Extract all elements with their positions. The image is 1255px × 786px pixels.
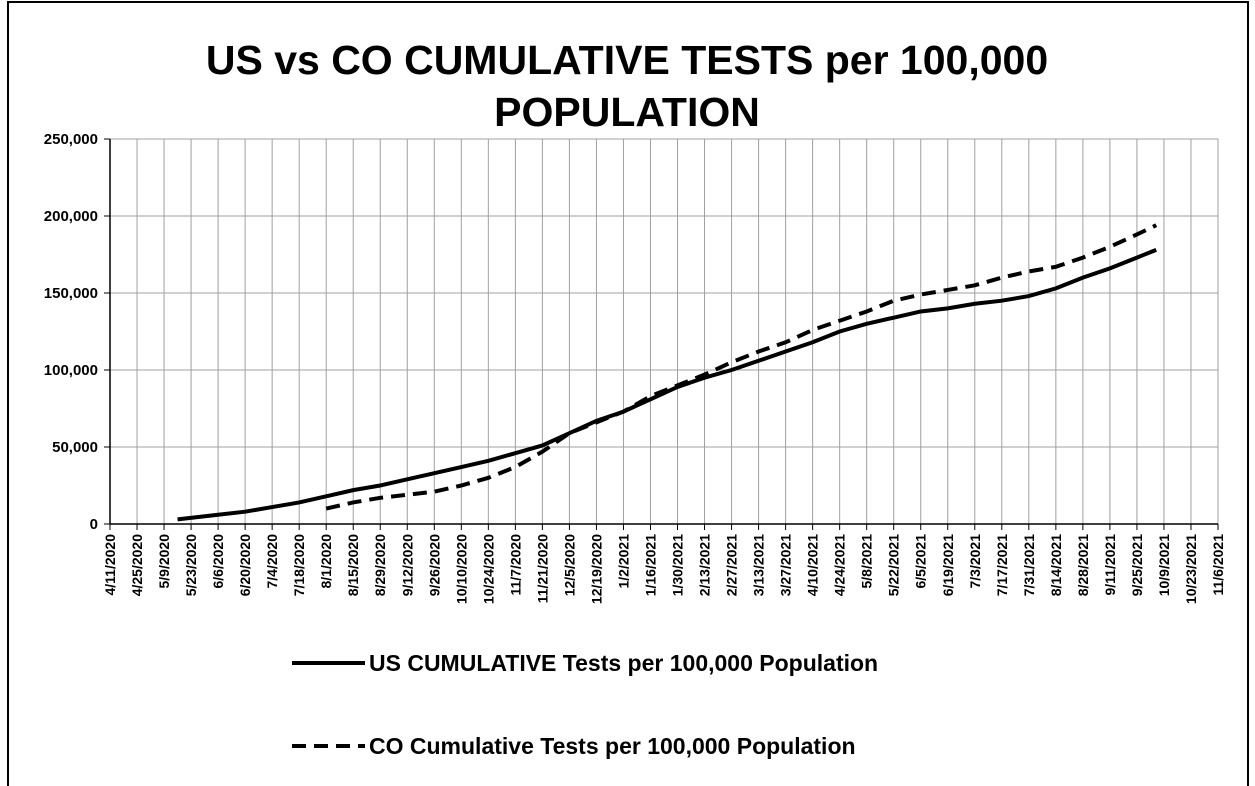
y-tick-label: 250,000 [44, 131, 98, 148]
x-tick-label: 4/25/2020 [129, 534, 145, 596]
legend-label: US CUMULATIVE Tests per 100,000 Populati… [369, 650, 878, 676]
y-tick-label: 150,000 [44, 285, 98, 302]
x-tick-label: 1/30/2021 [670, 534, 686, 596]
x-tick-label: 10/23/2021 [1183, 534, 1199, 604]
x-tick-label: 12/5/2020 [561, 534, 577, 596]
x-tick-label: 7/31/2021 [1021, 534, 1037, 596]
x-tick-label: 4/10/2021 [805, 534, 821, 596]
y-tick-label: 100,000 [44, 362, 98, 379]
x-tick-label: 5/9/2020 [156, 534, 172, 589]
x-tick-label: 8/14/2021 [1048, 534, 1064, 596]
x-tick-label: 5/8/2021 [859, 534, 875, 589]
y-tick-label: 0 [90, 516, 98, 533]
x-tick-label: 8/28/2021 [1075, 534, 1091, 596]
x-tick-label: 8/15/2020 [345, 534, 361, 596]
x-tick-label: 2/13/2021 [697, 534, 713, 596]
chart-border [7, 1, 1249, 786]
x-tick-label: 5/23/2020 [183, 534, 199, 596]
x-tick-label: 2/27/2021 [724, 534, 740, 596]
plot-area [109, 138, 1219, 525]
y-tick-label: 200,000 [44, 208, 98, 225]
x-tick-label: 7/17/2021 [994, 534, 1010, 596]
x-tick-label: 4/24/2021 [832, 534, 848, 596]
x-tick-label: 11/6/2021 [1210, 534, 1226, 596]
x-tick-label: 12/19/2020 [588, 534, 604, 604]
x-tick-label: 9/12/2020 [399, 534, 415, 596]
x-tick-label: 3/27/2021 [778, 534, 794, 596]
x-tick-label: 11/7/2020 [507, 534, 523, 596]
x-tick-label: 11/21/2020 [534, 534, 550, 604]
x-tick-label: 9/11/2021 [1102, 534, 1118, 596]
data-line [325, 223, 1158, 511]
x-tick-label: 7/18/2020 [291, 534, 307, 596]
x-tick-label: 9/25/2021 [1129, 534, 1145, 596]
x-tick-label: 9/26/2020 [426, 534, 442, 596]
x-tick-label: 7/4/2020 [264, 534, 280, 589]
x-tick-label: 10/10/2020 [453, 534, 469, 604]
x-tick-label: 5/22/2021 [886, 534, 902, 596]
y-tick-label: 50,000 [52, 439, 98, 456]
x-tick-label: 8/1/2020 [318, 534, 334, 589]
x-tick-label: 10/9/2021 [1156, 534, 1172, 596]
legend-label: CO Cumulative Tests per 100,000 Populati… [369, 733, 856, 759]
x-tick-label: 10/24/2020 [480, 534, 496, 604]
x-tick-label: 6/20/2020 [237, 534, 253, 596]
x-tick-label: 8/29/2020 [372, 534, 388, 596]
x-tick-label: 1/2/2021 [615, 534, 631, 589]
x-tick-label: 3/13/2021 [751, 534, 767, 596]
x-tick-label: 6/19/2021 [940, 534, 956, 596]
x-tick-label: 6/5/2021 [913, 534, 929, 589]
x-tick-label: 6/6/2020 [210, 534, 226, 589]
chart-title: US vs CO CUMULATIVE TESTS per 100,000 PO… [205, 37, 1049, 135]
x-tick-label: 7/3/2021 [967, 534, 983, 589]
x-tick-label: 1/16/2021 [642, 534, 658, 596]
x-tick-label: 4/11/2020 [102, 534, 118, 596]
